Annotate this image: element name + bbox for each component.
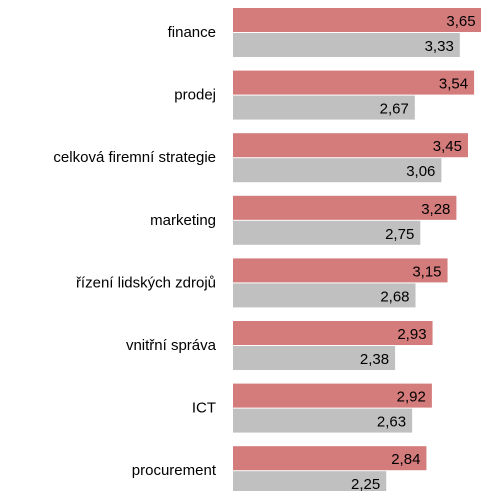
- value-label: 3,45: [433, 138, 462, 155]
- bar: [233, 283, 416, 308]
- category-label: vnitřní správa: [126, 337, 217, 354]
- bar: [233, 95, 415, 120]
- bar: [233, 220, 421, 245]
- value-label: 2,25: [351, 476, 380, 491]
- category-label: prodej: [174, 87, 216, 104]
- category-label: procurement: [132, 462, 217, 479]
- bar: [233, 133, 468, 158]
- category-label: celková firemní strategie: [53, 149, 216, 166]
- category-label: marketing: [150, 212, 216, 229]
- category-label: finance: [168, 24, 216, 41]
- value-label: 2,92: [397, 389, 426, 406]
- bar: [233, 195, 457, 220]
- value-label: 2,63: [377, 414, 406, 431]
- value-label: 2,93: [397, 326, 426, 343]
- value-label: 2,84: [391, 451, 420, 468]
- bar: [233, 408, 413, 433]
- value-label: 2,38: [360, 351, 389, 368]
- bar: [233, 321, 433, 345]
- value-label: 2,75: [385, 226, 414, 243]
- bar: [233, 158, 442, 183]
- value-label: 2,67: [380, 101, 409, 118]
- value-label: 3,54: [439, 76, 468, 93]
- value-label: 3,28: [421, 201, 450, 218]
- bar: [233, 383, 432, 408]
- bar: [233, 258, 448, 283]
- bar: [233, 8, 481, 32]
- value-label: 3,65: [446, 13, 475, 30]
- bar: [233, 346, 396, 370]
- value-label: 3,33: [425, 38, 454, 55]
- bar: [233, 446, 427, 471]
- bar: [233, 70, 475, 95]
- category-label: ICT: [192, 400, 216, 417]
- bar: [233, 33, 460, 57]
- value-label: 2,68: [380, 288, 409, 305]
- bar: [233, 471, 387, 491]
- value-label: 3,06: [406, 163, 435, 180]
- category-label: řízení lidských zdrojů: [76, 274, 216, 291]
- value-label: 3,15: [412, 263, 441, 280]
